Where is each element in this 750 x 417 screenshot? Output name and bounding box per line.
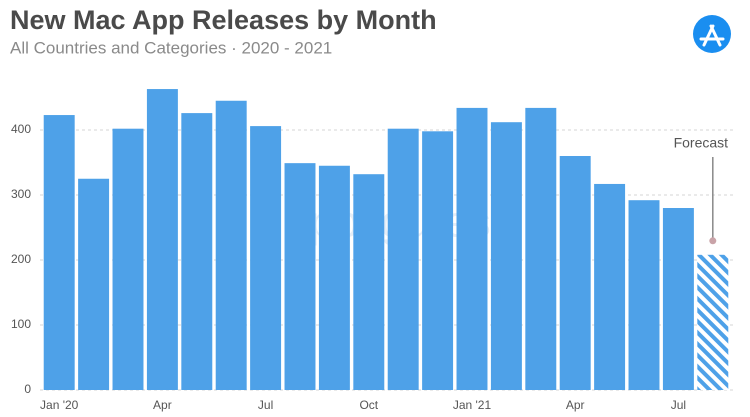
chart-subtitle: All Countries and Categories · 2020 - 20… <box>10 38 332 57</box>
bar <box>490 122 522 390</box>
bar <box>456 107 488 391</box>
bar <box>422 131 454 391</box>
bar <box>387 128 419 390</box>
bar <box>215 100 247 390</box>
bar <box>353 174 385 390</box>
bar <box>78 178 110 390</box>
x-tick-label: Oct <box>359 398 378 412</box>
bar <box>250 126 282 390</box>
y-tick-label: 200 <box>11 252 31 266</box>
bar <box>662 208 694 390</box>
app-store-icon <box>693 15 731 53</box>
bar <box>112 128 144 390</box>
x-tick-label: Jul <box>671 398 686 412</box>
x-tick-label: Apr <box>566 398 585 412</box>
bar <box>43 115 75 391</box>
bar <box>318 165 350 390</box>
y-tick-label: 400 <box>11 122 31 136</box>
y-tick-label: 300 <box>11 187 31 201</box>
y-tick-label: 0 <box>24 382 31 396</box>
bar <box>594 183 626 390</box>
bar <box>628 200 660 390</box>
y-tick-label: 100 <box>11 317 31 331</box>
bar <box>181 113 213 390</box>
bar <box>284 163 316 390</box>
x-tick-label: Jul <box>258 398 273 412</box>
annotation-text: Forecast <box>674 135 729 151</box>
chart-title: New Mac App Releases by Month <box>10 5 437 35</box>
bar <box>146 89 178 391</box>
x-tick-label: Apr <box>153 398 172 412</box>
annotation-dot <box>709 237 717 245</box>
bar <box>525 107 557 391</box>
x-tick-label: Jan '21 <box>453 398 492 412</box>
bar <box>697 254 729 390</box>
bar <box>559 156 591 390</box>
x-tick-label: Jan '20 <box>40 398 79 412</box>
